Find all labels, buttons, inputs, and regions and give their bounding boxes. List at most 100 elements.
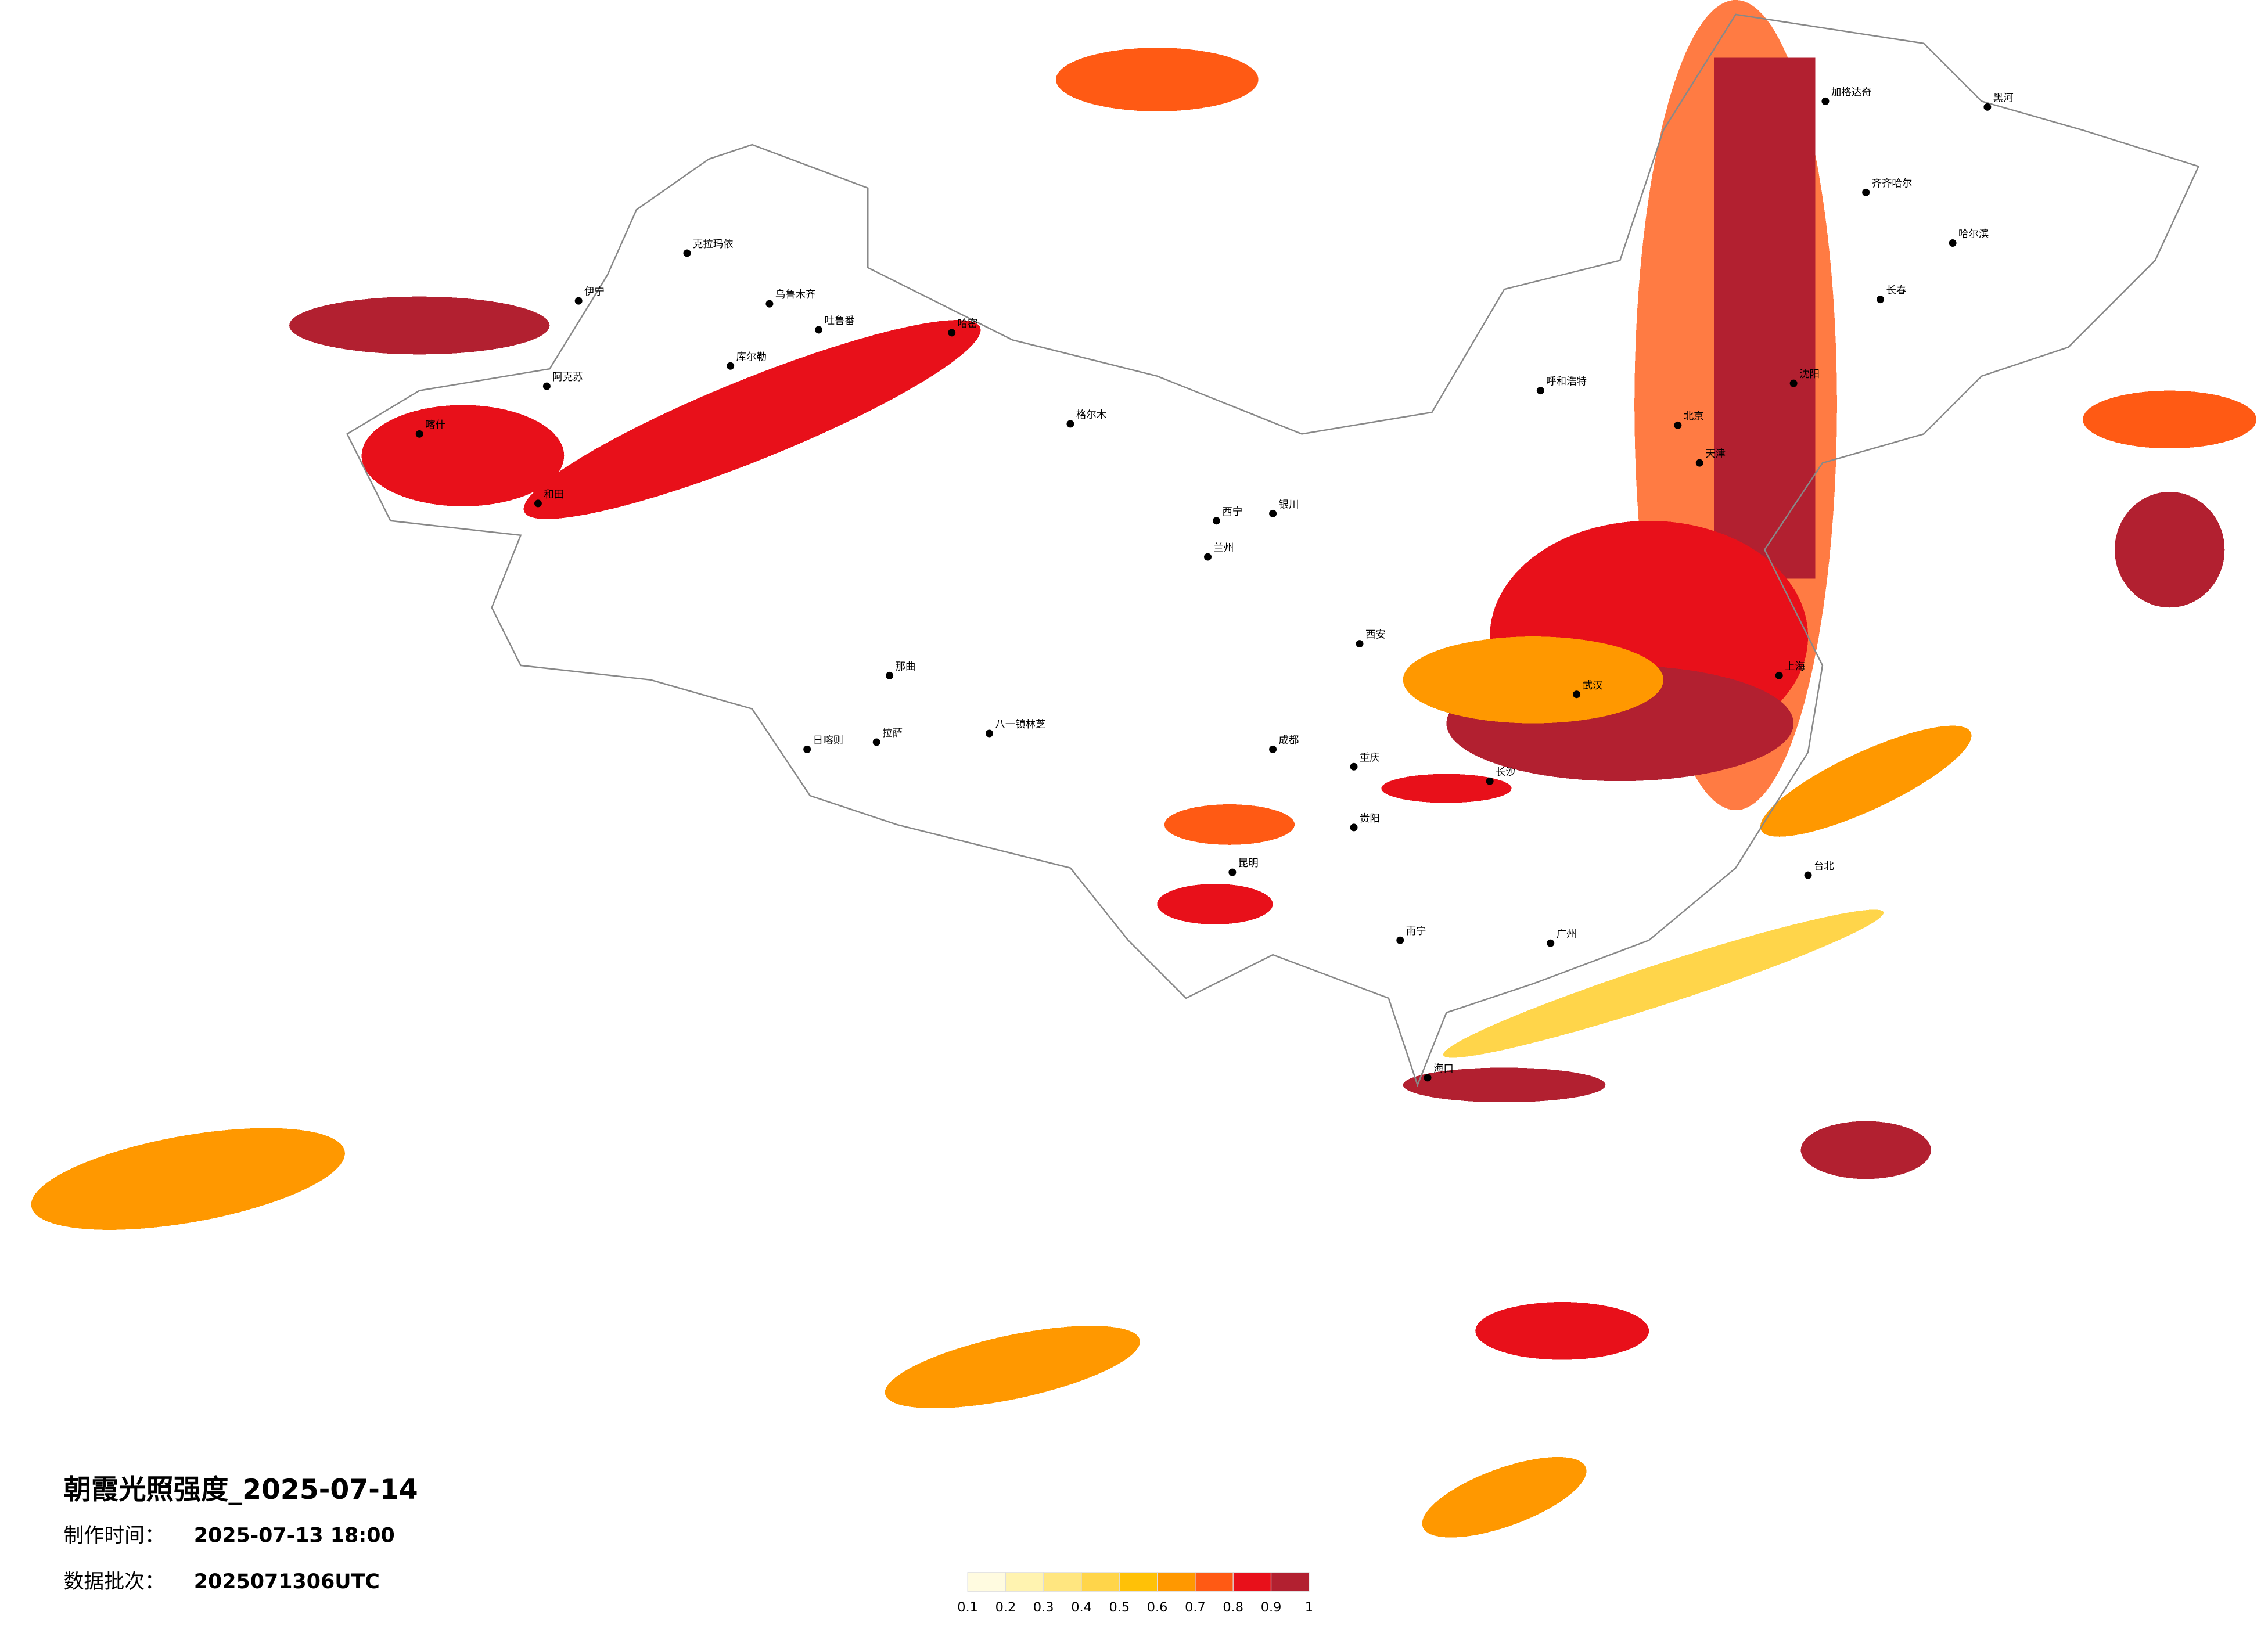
legend-swatch [967,1572,1007,1592]
city-dot [1356,640,1364,648]
legend-tick-label: 0.3 [1033,1600,1054,1615]
legend-tick-label: 0.6 [1147,1600,1168,1615]
city-dot [872,738,880,746]
city-dot [534,499,542,508]
city-dot [1695,459,1703,467]
city-label: 喀什 [425,419,445,431]
city-dot [1877,296,1885,304]
city-dot [1204,553,1212,561]
city-dot [1269,509,1277,517]
city-dot [1789,379,1798,387]
legend-tick-label: 1 [1305,1600,1313,1615]
city-label: 重庆 [1360,752,1380,764]
city-label: 伊宁 [584,286,605,298]
city-label: 昆明 [1238,858,1259,869]
city-label: 库尔勒 [736,351,767,363]
legend-tick-label: 0.7 [1185,1600,1206,1615]
city-dot [886,671,894,679]
city-label: 那曲 [896,661,916,672]
city-label: 台北 [1814,861,1834,872]
city-label: 长春 [1886,285,1907,297]
legend-swatch [1043,1572,1082,1592]
city-label: 呼和浩特 [1546,376,1587,388]
city-label: 天津 [1705,448,1726,460]
batch-value: 2025071306UTC [194,1570,380,1593]
legend-swatch [1195,1572,1234,1592]
city-dot [765,300,774,308]
city-label: 广州 [1557,929,1577,940]
legend: 0.1 0.2 0.3 0.4 0.5 0.6 0.7 0.8 0.9 1 [957,1572,1313,1615]
city-dot [1066,420,1074,428]
legend-swatch [1005,1572,1044,1592]
city-dot [1983,103,1992,111]
city-dot [1547,939,1555,947]
city-label: 银川 [1279,499,1299,510]
city-dot [1350,823,1358,832]
city-label: 克拉玛依 [693,239,734,250]
city-dot [1269,745,1277,753]
city-label: 海口 [1433,1063,1454,1075]
city-dot [1949,239,1957,247]
city-dot [1674,421,1682,429]
city-label: 齐齐哈尔 [1872,178,1913,189]
city-dot [574,297,583,305]
city-dot [1212,517,1220,525]
city-label: 西宁 [1222,506,1242,518]
city-dot [985,729,993,738]
city-label: 吐鲁番 [825,315,855,327]
city-dot [1536,387,1544,395]
city-dot [1486,777,1494,785]
city-label: 兰州 [1213,542,1234,554]
heat-field [31,0,2257,1538]
city-label: 长沙 [1496,767,1516,778]
legend-swatch [1157,1572,1196,1592]
legend-tick-label: 0.2 [995,1600,1016,1615]
city-dot [1350,762,1358,771]
city-dot [1862,188,1870,196]
city-label: 格尔木 [1076,409,1106,421]
city-dot [1775,671,1783,679]
city-label: 八一镇林芝 [995,719,1045,731]
city-dot [1804,871,1812,879]
city-label: 哈尔滨 [1958,229,1989,240]
city-label: 上海 [1785,661,1805,672]
city-dot [1228,868,1237,876]
city-dot [727,362,735,370]
legend-swatch [1270,1572,1310,1592]
made-value: 2025-07-13 18:00 [194,1524,395,1548]
legend-tick-label: 0.9 [1261,1600,1282,1615]
city-label: 日喀则 [813,735,843,746]
city-label: 乌鲁木齐 [775,289,816,301]
title: 朝霞光照强度_2025-07-14 [64,1474,418,1506]
city-label: 拉萨 [882,728,903,739]
city-dot [1396,936,1404,944]
city-dot [1573,690,1581,699]
city-label: 南宁 [1406,926,1426,937]
city-dot [1821,97,1830,105]
legend-swatch [1232,1572,1272,1592]
legend-tick-label: 0.5 [1109,1600,1130,1615]
city-label: 贵阳 [1360,813,1380,825]
city-label: 阿克苏 [552,372,583,383]
city-dot [803,745,811,753]
city-label: 和田 [544,489,564,501]
city-dot [1424,1074,1432,1082]
city-label: 加格达奇 [1831,87,1872,98]
city-label: 西安 [1365,629,1386,641]
city-label: 北京 [1684,411,1704,422]
legend-swatch [1081,1572,1120,1592]
city-dot [542,382,551,390]
city-dot [815,326,823,334]
city-label: 哈密 [958,318,978,330]
city-dot [415,430,423,438]
legend-tick-label: 0.1 [957,1600,978,1615]
city-dot [948,329,956,337]
city-label: 武汉 [1583,680,1603,692]
legend-swatch [1119,1572,1158,1592]
legend-tick-label: 0.4 [1071,1600,1092,1615]
made-label: 制作时间： [64,1524,165,1548]
city-dot [683,249,691,257]
country-outline [346,13,2200,1087]
legend-tick-label: 0.8 [1223,1600,1243,1615]
